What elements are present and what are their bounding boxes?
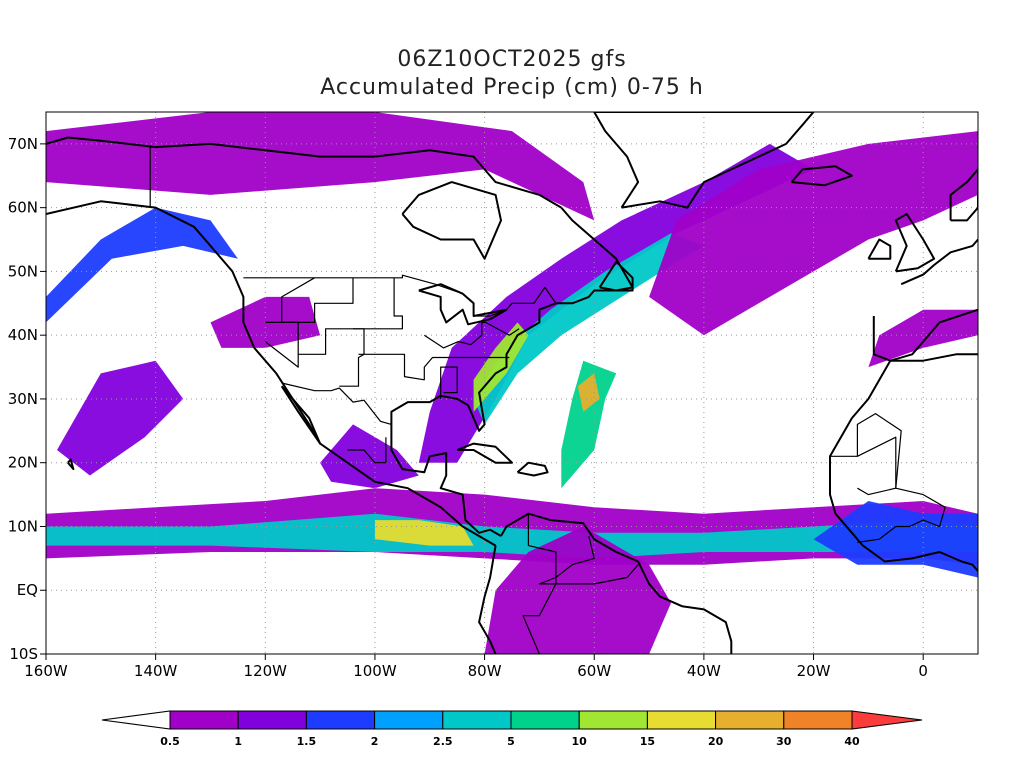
- y-tick-label: 20N: [8, 454, 38, 472]
- coastline-ireland: [867, 238, 892, 260]
- border-state-lines-west2: [264, 277, 315, 368]
- border-state-lines-south: [358, 353, 510, 381]
- precip-area-iberia-med: [868, 309, 978, 368]
- coastline-north-africa: [890, 353, 978, 362]
- y-tick-label: 10S: [9, 645, 38, 663]
- precip-area-alaska-pacific: [46, 207, 238, 323]
- colorbar-level-label: 1: [234, 735, 242, 748]
- y-axis-ticks: 70N 60N 50N 40N 30N 20N 10N EQ 10S: [8, 135, 46, 663]
- precip-area-mid-pacific-patch: [57, 360, 184, 476]
- colorbar-swatch: [237, 710, 307, 730]
- x-tick-label: 0: [918, 662, 928, 680]
- precip-area-west-africa: [813, 501, 978, 578]
- precip-contours: [46, 112, 978, 654]
- coastline-labrador-arctic: [46, 136, 562, 209]
- coastline-iceland: [790, 165, 853, 187]
- coastline-north-america-pacific-coast: [46, 200, 497, 547]
- coastline-cuba: [456, 442, 513, 464]
- precip-area-east-pacific-heavy: [374, 520, 474, 546]
- coastline-south-america-pacific: [478, 545, 497, 654]
- x-tick-label: 40W: [687, 662, 721, 680]
- colorbar-level-label: 30: [776, 735, 792, 748]
- precip-area-north-atlantic-east: [649, 131, 978, 336]
- border-us-canada-border: [243, 274, 557, 317]
- colorbar-swatch: [374, 710, 444, 730]
- coastline-british-isles: [894, 213, 936, 273]
- colorbar-swatch: [169, 710, 239, 730]
- colorbar-swatch: [510, 710, 580, 730]
- coastline-south-america-coast: [500, 512, 733, 654]
- x-tick-label: 100W: [353, 662, 397, 680]
- chart-title-line2: Accumulated Precip (cm) 0-75 h: [320, 75, 704, 100]
- colorbar-level-label: 2.5: [433, 735, 453, 748]
- x-tick-label: 60W: [577, 662, 611, 680]
- coastline-hispaniola: [516, 461, 549, 477]
- coastline-yucatan-central-america: [390, 424, 502, 537]
- precip-area-atlantic-storm-core: [473, 233, 704, 425]
- precip-area-us-east-coast: [473, 322, 529, 412]
- coastline-hawaii: [67, 458, 75, 471]
- border-state-lines-east: [440, 366, 458, 399]
- precip-area-intertropical-core: [46, 513, 978, 559]
- y-tick-label: 30N: [8, 390, 38, 408]
- colorbar-level-label: 0.5: [160, 735, 180, 748]
- precip-area-south-america: [484, 526, 671, 654]
- y-tick-label: 70N: [8, 135, 38, 153]
- coastline-baja-california: [280, 385, 322, 445]
- colorbar-high-triangle: [851, 710, 923, 730]
- chart-title-line1: 06Z10OCT2025 gfs: [397, 47, 627, 72]
- border-state-lines-central: [353, 277, 403, 330]
- border-mexico-states: [347, 437, 387, 464]
- border-us-mexico-border: [281, 382, 392, 425]
- colorbar-level-label: 20: [708, 735, 724, 748]
- x-tick-label: 140W: [134, 662, 178, 680]
- colorbar-swatch: [715, 710, 785, 730]
- colorbar: 0.5 1 1.5 2 2.5 5 10 15 20 30 40: [101, 710, 923, 748]
- colorbar-level-label: 2: [371, 735, 379, 748]
- colorbar-swatch: [646, 710, 717, 730]
- border-venezuela-brazil: [538, 535, 639, 585]
- colorbar-swatch: [578, 710, 648, 730]
- border-state-lines-mid: [298, 328, 365, 387]
- coastline-great-lakes: [418, 283, 508, 326]
- map-frame: [45, 111, 979, 655]
- border-mauritania-mali: [857, 436, 897, 496]
- border-state-lines-ohio: [423, 321, 520, 349]
- border-west-africa-borders: [830, 413, 946, 543]
- colorbar-swatch: [305, 710, 376, 730]
- coastline-newfoundland: [598, 260, 634, 292]
- coastline-africa-west-coast: [829, 360, 978, 572]
- coastline-hudson-bay: [401, 181, 502, 260]
- coastline-gulf-and-atlantic-coast: [390, 206, 634, 432]
- x-tick-label: 120W: [244, 662, 288, 680]
- x-tick-label: 20W: [797, 662, 831, 680]
- precip-area-northern-canada: [46, 112, 595, 221]
- precip-area-subtropical-plume: [561, 360, 617, 489]
- y-tick-label: 60N: [8, 199, 38, 217]
- graticule: [46, 112, 978, 654]
- coastline-scandinavia: [949, 168, 978, 222]
- coastlines: [46, 112, 978, 654]
- coastline-greenland: [593, 112, 815, 209]
- colorbar-swatch: [783, 710, 853, 730]
- x-tick-label: 80W: [468, 662, 502, 680]
- coastline-iberia: [872, 308, 978, 362]
- x-tick-label: 160W: [24, 662, 68, 680]
- y-tick-label: 10N: [8, 517, 38, 535]
- colorbar-level-label: 40: [844, 735, 860, 748]
- coastline-france-north: [900, 238, 978, 286]
- y-tick-label: EQ: [17, 581, 38, 599]
- y-tick-label: 40N: [8, 326, 38, 344]
- colorbar-swatch: [442, 710, 512, 730]
- colorbar-low-triangle: [101, 710, 171, 730]
- colorbar-level-label: 10: [572, 735, 588, 748]
- x-axis-ticks: 160W 140W 120W 100W 80W 60W 40W 20W 0: [24, 654, 928, 680]
- y-tick-label: 50N: [8, 262, 38, 280]
- colorbar-level-label: 1.5: [297, 735, 317, 748]
- colorbar-level-label: 15: [640, 735, 655, 748]
- colorbar-level-label: 5: [507, 735, 515, 748]
